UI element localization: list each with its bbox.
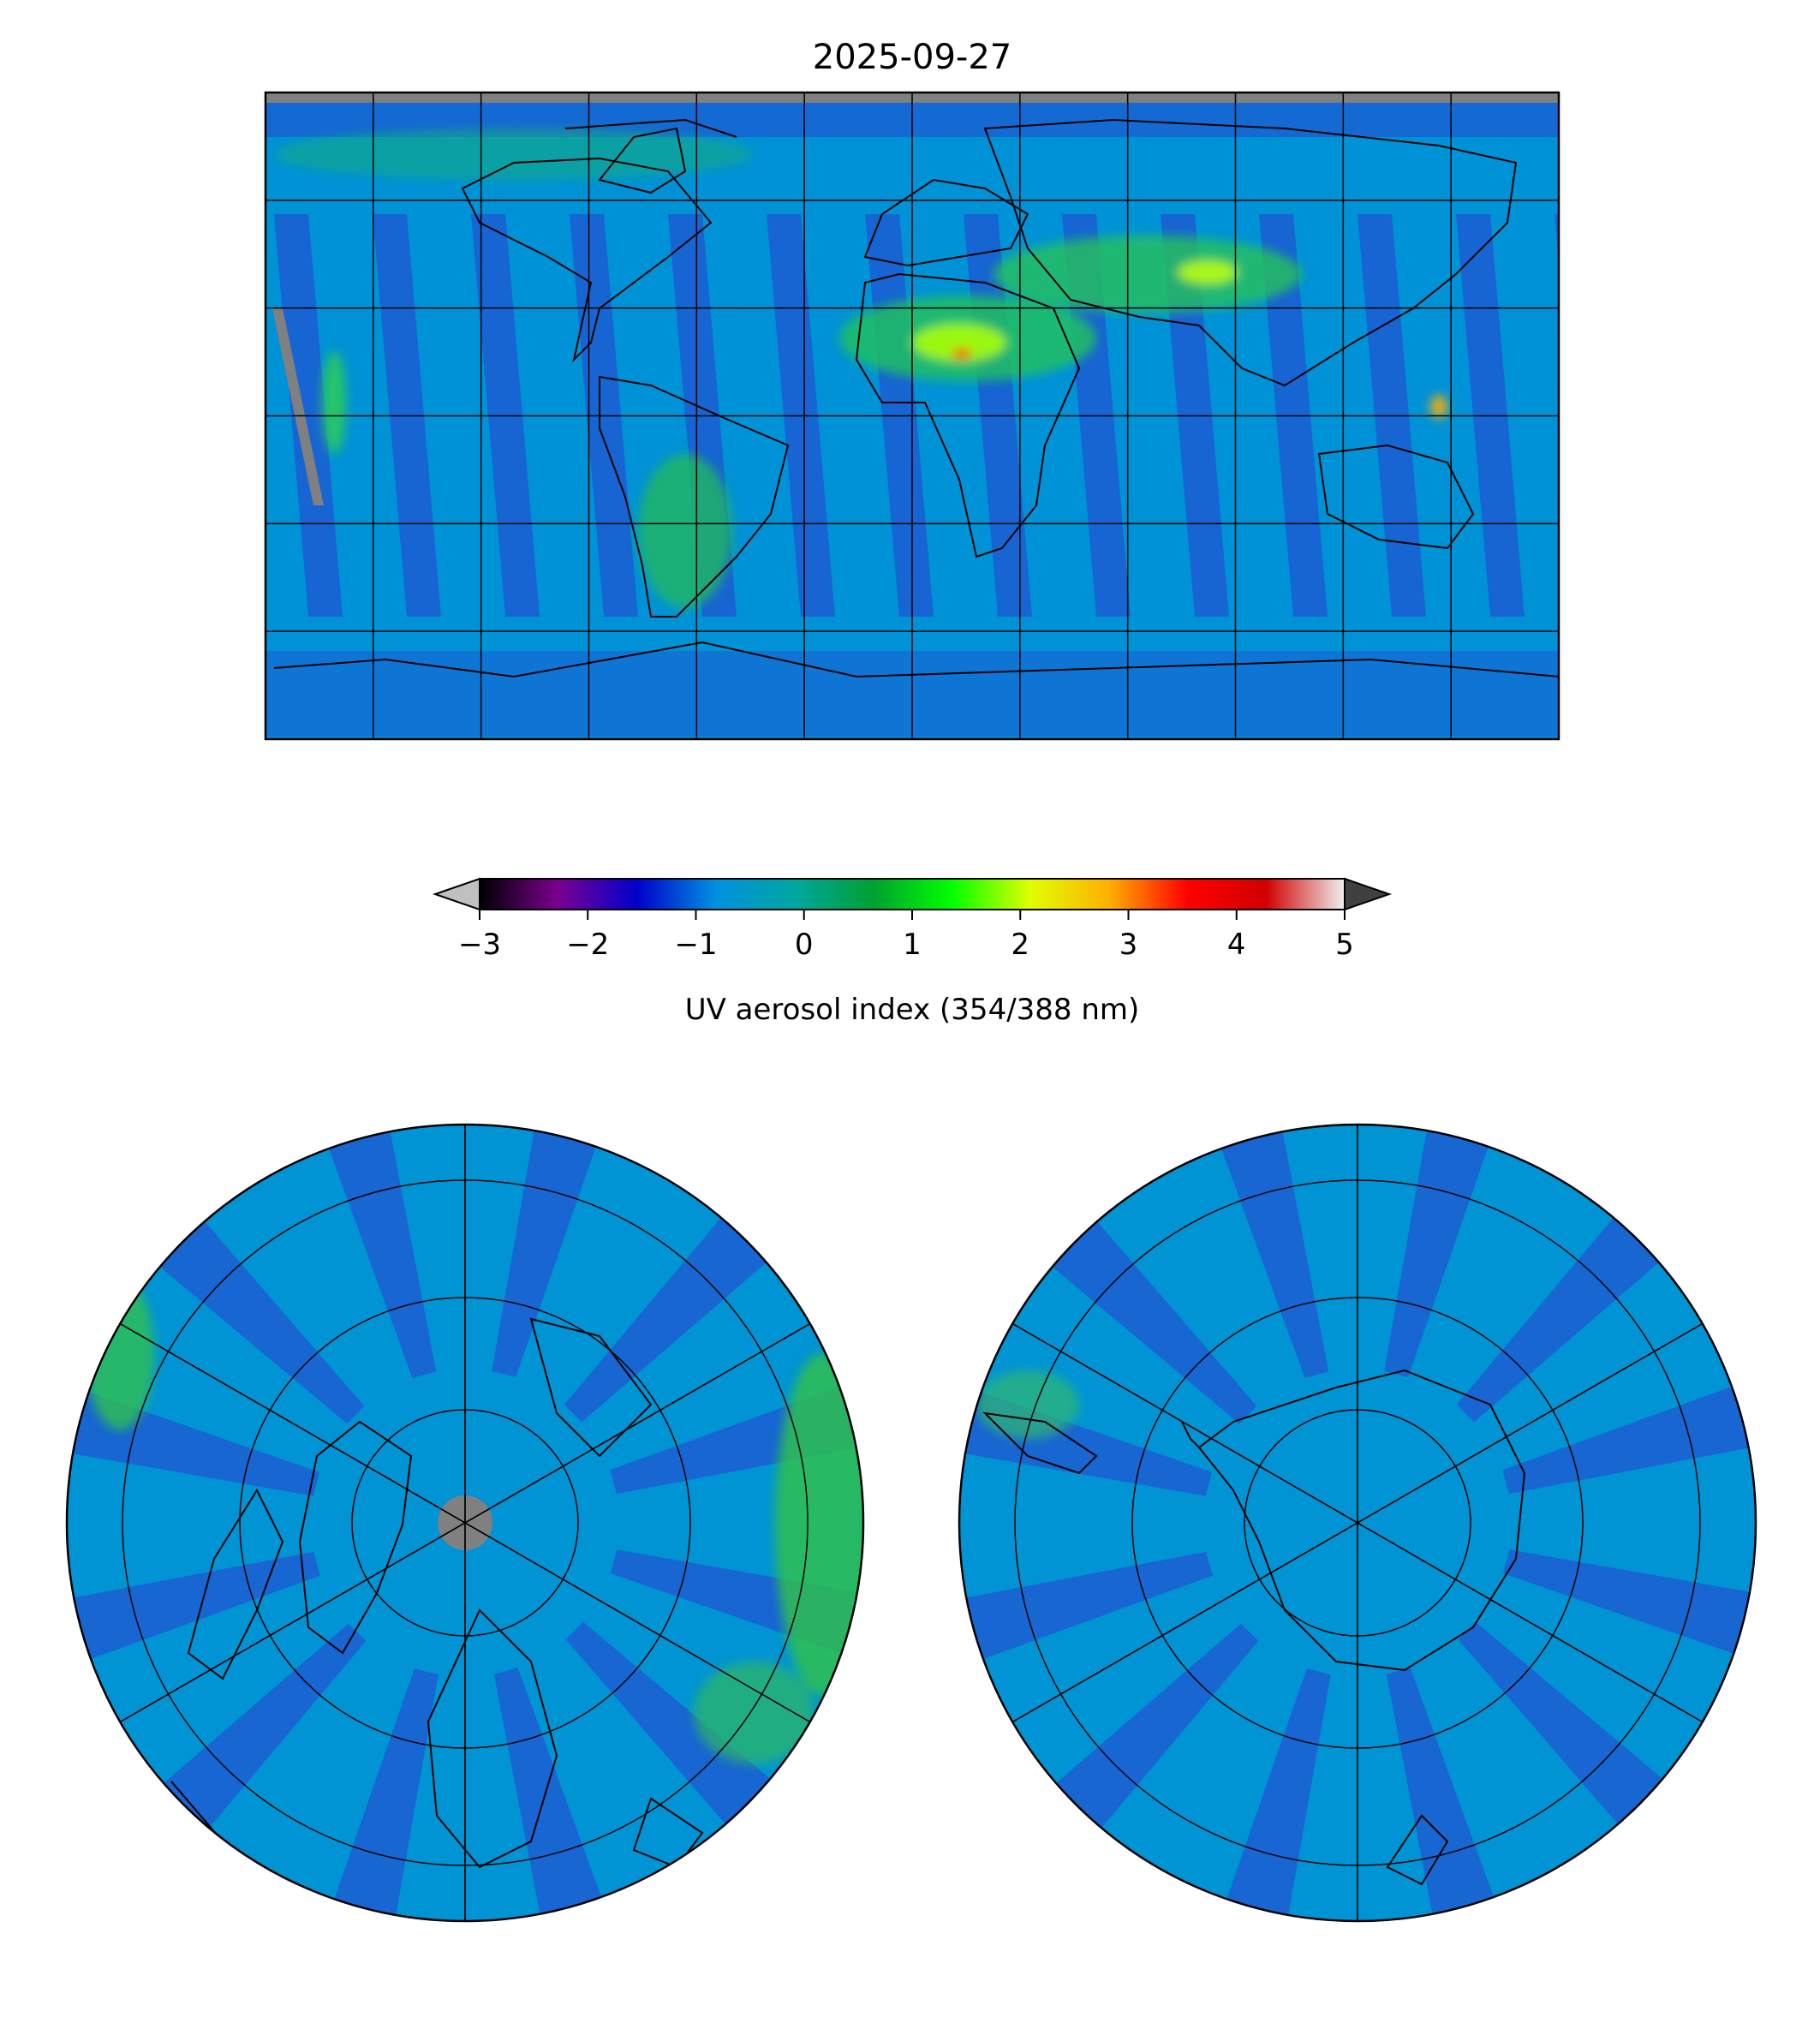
- north-polar-map: [65, 1123, 865, 1923]
- global-coastlines: [273, 118, 1559, 678]
- colorbar: −3 −2 −1 0 1 2 3 4 5 UV aerosol index (354/388 n…: [432, 877, 1393, 1027]
- colorbar-tick-label: 5: [1335, 928, 1354, 962]
- south-frame: [958, 1123, 1757, 1923]
- global-graticule: [266, 92, 1559, 739]
- colorbar-tick-label: −2: [566, 928, 609, 962]
- colorbar-tick-label: −1: [674, 928, 717, 962]
- colorbar-tick-label: 0: [795, 928, 814, 962]
- south-coastlines: [982, 1369, 1526, 1886]
- global-map: [264, 91, 1560, 741]
- global-frame: [264, 91, 1560, 741]
- colorbar-tick-label: 3: [1119, 928, 1138, 962]
- colorbar-bar: [479, 878, 1346, 910]
- south-graticule: [1008, 1125, 1707, 1921]
- colorbar-tick-label: 2: [1011, 928, 1029, 962]
- global-enhanced-areas: [274, 128, 1447, 608]
- colorbar-tick-label: −3: [458, 928, 501, 962]
- colorbar-ticks: −3 −2 −1 0 1 2 3 4 5: [458, 910, 1354, 962]
- colorbar-tick-label: 4: [1227, 928, 1246, 962]
- colorbar-tick-label: 1: [903, 928, 922, 962]
- north-frame: [65, 1123, 865, 1923]
- south-enhanced-areas: [976, 1370, 1079, 1439]
- figure-title: 2025-09-27: [813, 38, 1011, 77]
- colorbar-under-extension: [432, 877, 480, 911]
- colorbar-over-extension: [1344, 877, 1393, 911]
- north-low-swaths: [69, 1126, 862, 1919]
- colorbar-label: UV aerosol index (354/388 nm): [685, 993, 1140, 1027]
- north-graticule: [116, 1125, 815, 1921]
- south-polar-map: [958, 1123, 1757, 1923]
